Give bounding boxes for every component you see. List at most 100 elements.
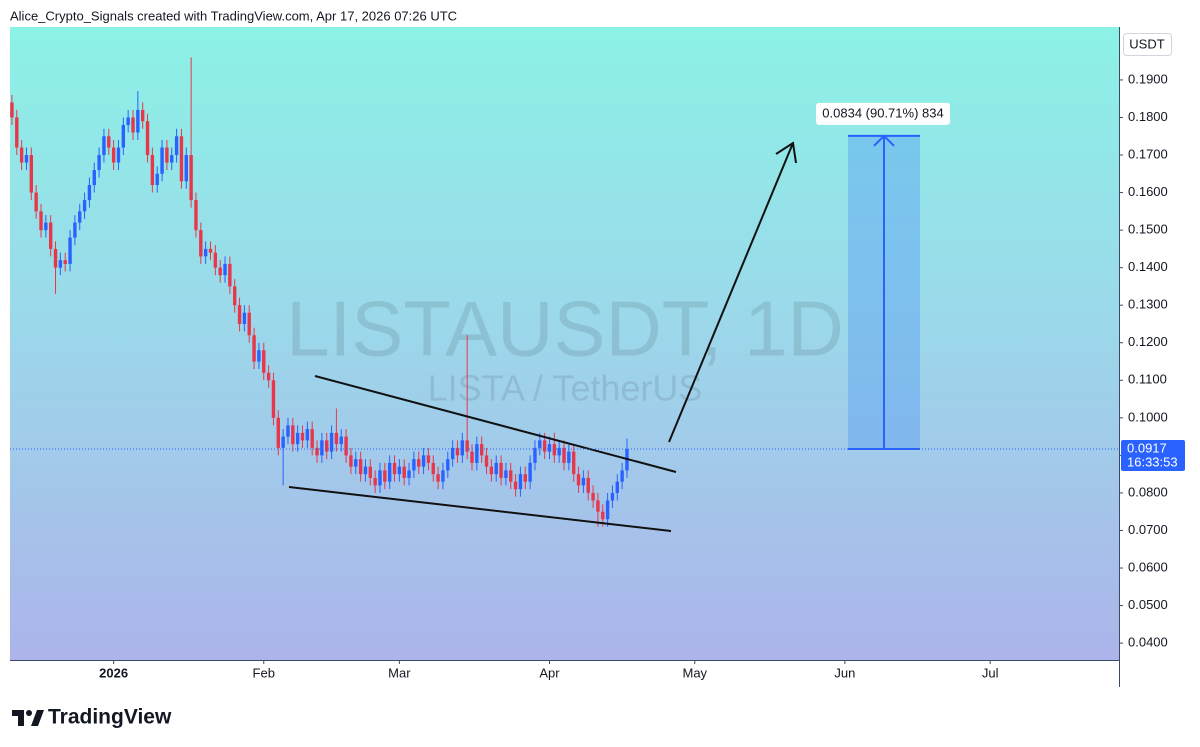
candle-body: [528, 462, 532, 482]
candle-body: [208, 248, 213, 253]
candle-body: [228, 263, 232, 287]
candle-body: [247, 312, 251, 336]
candle-body: [266, 372, 271, 381]
candle-body: [87, 185, 92, 201]
candle-body: [58, 260, 63, 268]
candle-body: [479, 444, 484, 456]
candle-body: [24, 155, 29, 163]
trendline-upper: [314, 375, 677, 473]
candle-body: [262, 350, 266, 373]
candle-body: [111, 147, 116, 163]
candle-body: [538, 440, 542, 448]
candle-body: [136, 109, 140, 133]
candle-body: [431, 462, 435, 475]
y-tick-label: 0.0600: [1128, 559, 1168, 574]
candle-body: [315, 447, 319, 456]
candle-body: [470, 451, 474, 463]
candle-body: [19, 147, 24, 163]
x-tick-label: 2026: [99, 665, 128, 680]
candle-body: [271, 380, 276, 418]
brand: TradingView: [48, 706, 172, 729]
candle-body: [363, 466, 368, 475]
candle-body: [586, 477, 590, 493]
candle-body: [465, 440, 469, 452]
candle-body: [572, 451, 576, 475]
candle-body: [329, 432, 334, 452]
candle-body: [305, 429, 310, 441]
candle-body: [63, 260, 67, 264]
last-price-label: 0.0917: [1127, 440, 1167, 455]
candle-body: [605, 500, 610, 520]
last-price-box: [1121, 440, 1185, 471]
candle-body: [218, 267, 222, 276]
candle-body: [591, 492, 595, 501]
candle-body: [213, 252, 218, 268]
candle-body: [499, 462, 503, 478]
candle-body: [10, 102, 14, 118]
candle-body: [325, 440, 329, 452]
candle-body: [489, 466, 494, 475]
candle-body: [494, 462, 498, 475]
candle-body: [620, 470, 624, 482]
candle-body: [513, 481, 518, 490]
candle-body: [320, 440, 324, 456]
candle-body: [170, 155, 174, 163]
candle-body: [397, 466, 402, 475]
candle-body: [407, 470, 411, 478]
candle-body: [339, 436, 343, 445]
trendline-lower: [288, 486, 672, 532]
candle-body: [184, 155, 188, 182]
candle-body: [601, 511, 605, 520]
candle-body: [286, 425, 290, 437]
candle-body: [441, 470, 445, 482]
candle-body: [475, 444, 479, 463]
candle-body: [203, 248, 208, 257]
candle-body: [102, 136, 106, 156]
candle-body: [378, 470, 382, 486]
candle-body: [189, 155, 193, 201]
currency-label[interactable]: USDT: [1129, 36, 1164, 51]
candle-body: [82, 200, 87, 212]
candle-body: [126, 117, 130, 125]
candle-body: [121, 124, 126, 148]
candle-body: [276, 417, 280, 448]
x-tick-label: Jun: [834, 665, 855, 680]
y-tick-label: 0.1200: [1128, 334, 1168, 349]
credit: Alice_Crypto_Signals created with Tradin…: [10, 8, 457, 23]
measure-arrow-head: [873, 134, 895, 147]
candle-body: [523, 474, 527, 482]
candle-body: [116, 147, 121, 163]
candle-body: [509, 470, 513, 482]
candle-body: [145, 121, 150, 156]
candle-body: [73, 222, 77, 238]
candle-body: [392, 462, 397, 475]
candle-body: [436, 474, 440, 482]
candle-body: [78, 211, 82, 223]
candle-body: [596, 500, 600, 512]
y-tick-label: 0.1800: [1128, 109, 1168, 124]
candle-body: [504, 470, 508, 478]
y-tick-label: 0.1100: [1128, 372, 1167, 387]
candle-body: [199, 230, 203, 257]
measure-label: 0.0834 (90.71%) 834: [822, 105, 943, 120]
candle-body: [557, 447, 561, 456]
candle-body: [281, 436, 285, 448]
logo: TradingView: [12, 706, 172, 729]
candle-body: [533, 447, 537, 463]
logo-dot: [26, 710, 32, 716]
candle-body: [567, 451, 571, 463]
candle-body: [383, 470, 387, 482]
x-tick-label: Apr: [539, 665, 560, 680]
y-tick-label: 0.1000: [1128, 409, 1168, 424]
candle-body: [518, 474, 523, 490]
candle-body: [344, 436, 348, 456]
candle-body: [552, 444, 557, 456]
candle-body: [576, 474, 581, 486]
candle-body: [237, 305, 242, 324]
candle-body: [354, 459, 358, 467]
candle-body: [131, 117, 135, 133]
candle-body: [242, 312, 247, 324]
currency-box[interactable]: [1123, 33, 1172, 56]
candle-body: [179, 136, 184, 182]
y-tick-label: 0.0700: [1128, 522, 1168, 537]
